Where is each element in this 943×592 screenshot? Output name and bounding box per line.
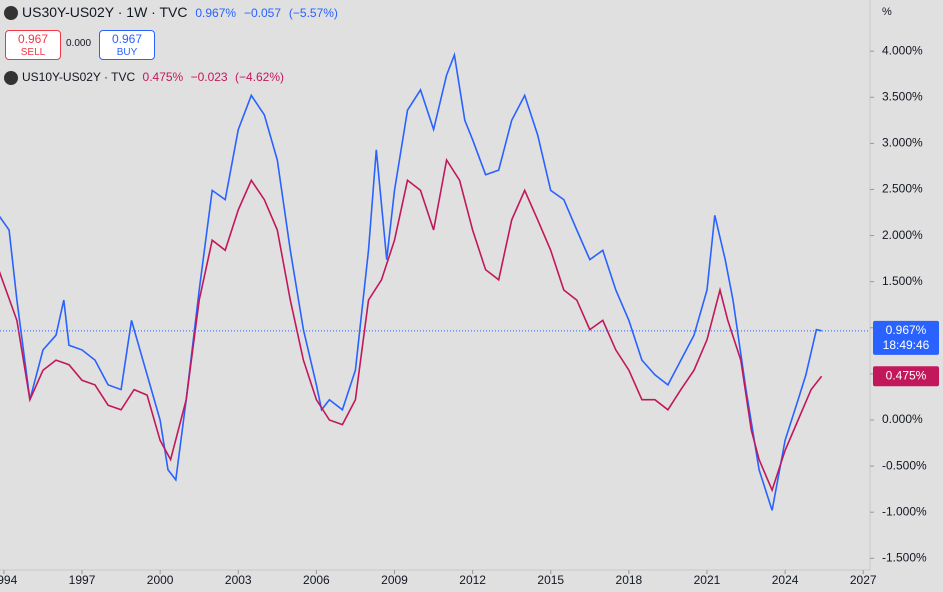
buy-label: BUY xyxy=(116,47,138,58)
y-tick-label: -0.500% xyxy=(882,458,927,472)
x-tick-label: 2012 xyxy=(459,573,486,587)
change-pct: (−5.57%) xyxy=(288,6,338,20)
y-tick-label: 2.000% xyxy=(882,228,923,242)
spread: 0.000 xyxy=(66,38,92,49)
price-axis xyxy=(870,0,943,592)
x-tick-label: 2009 xyxy=(381,573,408,587)
countdown: 18:49:46 xyxy=(883,338,930,352)
buy-button[interactable]: 0.967 BUY xyxy=(99,30,155,60)
x-tick-label: 2018 xyxy=(616,573,643,587)
axis-unit: % xyxy=(882,6,892,18)
x-tick-label: 2003 xyxy=(225,573,252,587)
y-tick-label: 2.500% xyxy=(882,182,923,196)
sell-label: SELL xyxy=(20,47,46,58)
x-tick-label: 2027 xyxy=(850,573,877,587)
compare-symbol: US10Y-US02Y · TVC xyxy=(22,70,136,84)
y-tick-label: 0.000% xyxy=(882,412,923,426)
y-tick-label: 4.000% xyxy=(882,43,923,57)
x-tick-label: 2006 xyxy=(303,573,330,587)
sell-price: 0.967 xyxy=(17,32,49,46)
y-tick-label: 1.500% xyxy=(882,274,923,288)
y-tick-label: -1.500% xyxy=(882,550,927,564)
x-tick-label: 2000 xyxy=(147,573,174,587)
compare-change-pct: (−4.62%) xyxy=(234,70,284,84)
sell-button[interactable]: 0.967 SELL xyxy=(5,30,61,60)
legend-main: US30Y-US02Y · 1W · TVC 0.967% −0.057 (−5… xyxy=(4,4,342,21)
last: 0.967% xyxy=(195,6,237,20)
symbol: US30Y-US02Y · 1W · TVC xyxy=(22,4,188,20)
price-label-bg xyxy=(873,366,939,387)
price-label-bg xyxy=(873,320,939,355)
x-tick-label: 1997 xyxy=(69,573,96,587)
price-label: 0.475% xyxy=(886,368,927,382)
x-tick-label: 1994 xyxy=(0,573,18,587)
y-tick-label: -1.000% xyxy=(882,504,927,518)
y-tick-label: 3.000% xyxy=(882,136,923,150)
legend-compare: US10Y-US02Y · TVC 0.475% −0.023 (−4.62%) xyxy=(4,70,288,85)
series-line xyxy=(0,157,823,493)
series-line xyxy=(0,51,822,511)
compare-change: −0.023 xyxy=(190,70,228,84)
buy-price: 0.967 xyxy=(111,32,143,46)
price-label: 0.967% xyxy=(886,323,927,337)
x-tick-label: 2021 xyxy=(694,573,721,587)
y-tick-label: 3.500% xyxy=(882,89,923,103)
compare-last: 0.475% xyxy=(142,70,184,84)
change: −0.057 xyxy=(243,6,282,20)
x-tick-label: 2015 xyxy=(537,573,564,587)
x-tick-label: 2024 xyxy=(772,573,799,587)
